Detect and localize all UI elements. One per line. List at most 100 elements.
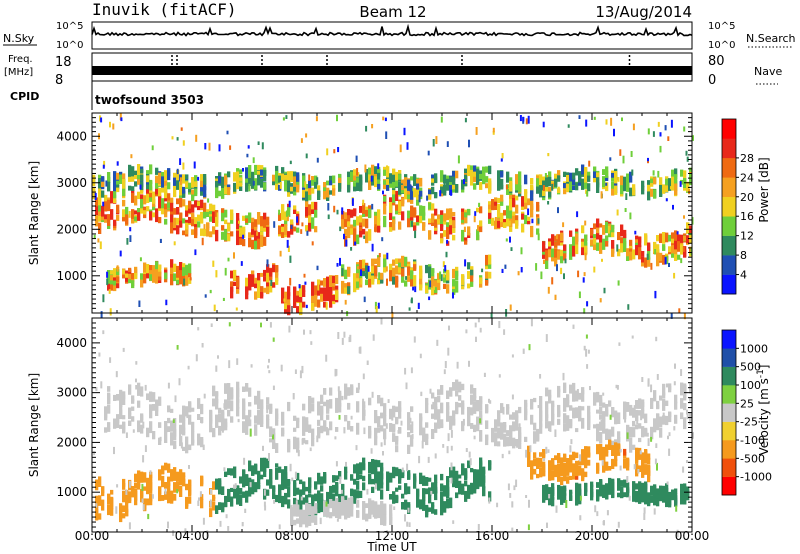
- colorbar-segment: [722, 330, 736, 349]
- heatmap-cell: [365, 513, 369, 522]
- heatmap-cell: [686, 490, 690, 501]
- heatmap-cell: [134, 499, 138, 506]
- heatmap-cell: [383, 403, 387, 411]
- heatmap-cell: [326, 187, 330, 198]
- heatmap-cell: [380, 482, 384, 489]
- heatmap-cell: [293, 184, 297, 192]
- heatmap-cell: [395, 417, 399, 425]
- heatmap-cell: [644, 450, 648, 462]
- heatmap-cell: [479, 182, 483, 190]
- heatmap-cell: [659, 495, 663, 502]
- heatmap-cell: [509, 180, 513, 192]
- heatmap-cell: [575, 390, 579, 402]
- heatmap-cell: [347, 498, 351, 507]
- heatmap-cell: [325, 501, 328, 507]
- heatmap-cell: [629, 437, 633, 444]
- heatmap-cell: [419, 215, 423, 224]
- x-tick-label: 00:00: [675, 529, 710, 543]
- heatmap-cell: [195, 134, 198, 142]
- heatmap-cell: [296, 216, 299, 223]
- heatmap-cell: [387, 399, 390, 403]
- heatmap-cell: [656, 496, 660, 507]
- heatmap-cell: [689, 413, 693, 419]
- heatmap-cell: [254, 291, 258, 300]
- heatmap-cell: [191, 189, 195, 195]
- heatmap-cell: [179, 478, 183, 486]
- heatmap-cell: [173, 208, 177, 215]
- heatmap-cell: [137, 475, 141, 487]
- heatmap-cell: [374, 478, 378, 485]
- heatmap-cell: [102, 164, 105, 169]
- heatmap-cell: [260, 415, 264, 425]
- heatmap-cell: [218, 425, 222, 436]
- heatmap-cell: [360, 269, 362, 276]
- heatmap-cell: [236, 387, 240, 398]
- heatmap-cell: [287, 479, 291, 485]
- heatmap-cell: [506, 189, 510, 195]
- heatmap-cell: [539, 452, 543, 457]
- heatmap-cell: [248, 232, 252, 238]
- heatmap-cell: [689, 397, 693, 402]
- heatmap-cell: [294, 471, 297, 479]
- heatmap-cell: [110, 209, 114, 220]
- heatmap-cell: [389, 223, 393, 232]
- heatmap-cell: [593, 266, 596, 273]
- heatmap-cell: [576, 392, 579, 397]
- heatmap-cell: [546, 522, 548, 528]
- heatmap-cell: [186, 413, 189, 419]
- heatmap-cell: [586, 190, 589, 197]
- heatmap-cell: [425, 285, 429, 293]
- heatmap-cell: [569, 475, 573, 480]
- heatmap-cell: [116, 484, 119, 488]
- heatmap-cell: [600, 398, 602, 403]
- heatmap-cell: [407, 432, 411, 438]
- heatmap-cell: [179, 220, 183, 228]
- heatmap-cell: [680, 171, 684, 177]
- heatmap-cell: [326, 282, 330, 295]
- heatmap-cell: [284, 308, 288, 314]
- heatmap-cell: [440, 483, 444, 491]
- heatmap-cell: [413, 336, 416, 343]
- heatmap-cell: [334, 436, 337, 440]
- heatmap-cell: [215, 422, 218, 428]
- heatmap-cell: [113, 268, 117, 278]
- heatmap-cell: [485, 404, 489, 413]
- heatmap-cell: [614, 442, 618, 448]
- heatmap-cell: [590, 491, 594, 501]
- heatmap-cell: [626, 252, 630, 261]
- heatmap-cell: [605, 432, 609, 440]
- heatmap-cell: [314, 201, 318, 210]
- heatmap-cell: [335, 497, 339, 509]
- heatmap-cell: [623, 492, 627, 498]
- heatmap-cell: [563, 487, 567, 496]
- heatmap-cell: [320, 485, 324, 492]
- heatmap-cell: [221, 231, 225, 237]
- heatmap-cell: [443, 213, 447, 222]
- heatmap-cell: [281, 230, 285, 238]
- heatmap-cell: [372, 510, 375, 518]
- heatmap-cell: [680, 369, 683, 376]
- heatmap-cell: [506, 430, 510, 437]
- heatmap-cell: [380, 397, 384, 407]
- heatmap-cell: [317, 472, 321, 485]
- heatmap-cell: [401, 211, 405, 221]
- heatmap-cell: [341, 337, 344, 345]
- heatmap-cell: [548, 389, 552, 398]
- heatmap-cell: [409, 438, 412, 446]
- heatmap-cell: [179, 182, 183, 192]
- heatmap-cell: [575, 428, 579, 433]
- heatmap-cell: [143, 195, 147, 205]
- heatmap-cell: [520, 247, 523, 255]
- heatmap-cell: [667, 136, 670, 141]
- heatmap-cell: [374, 459, 378, 466]
- heatmap-cell: [654, 249, 657, 255]
- heatmap-cell: [149, 493, 153, 502]
- heatmap-cell: [584, 454, 588, 464]
- heatmap-cell: [329, 501, 333, 508]
- heatmap-cell: [533, 468, 537, 475]
- heatmap-cell: [283, 298, 286, 302]
- heatmap-cell: [607, 226, 610, 234]
- heatmap-cell: [647, 192, 651, 201]
- heatmap-cell: [308, 503, 312, 515]
- heatmap-cell: [140, 471, 144, 483]
